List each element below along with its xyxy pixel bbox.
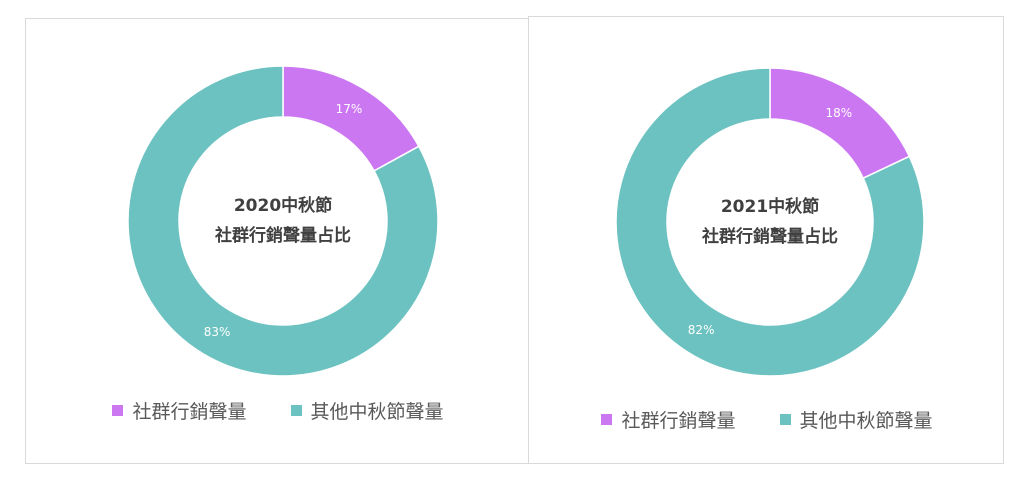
- donut-slice-social: [769, 67, 911, 180]
- chart-center-title: 2021中秋節 社群行銷聲量占比: [532, 192, 1008, 252]
- chart-title-line-1: 2020中秋節: [233, 196, 333, 216]
- donut-slice-other: [615, 67, 925, 377]
- donut-slice-social: [282, 65, 420, 172]
- legend-swatch-social: [601, 414, 613, 425]
- data-label-social: 17%: [336, 102, 363, 116]
- chart-title-line-1: 2021中秋節: [720, 197, 820, 217]
- donut-chart-2020: 17% 83% 2020中秋節 社群行銷聲量占比 社群行銷聲量 其他中秋節聲量: [25, 18, 529, 464]
- donut-svg-2020: 17% 83%: [127, 65, 439, 377]
- legend-item-other: 其他中秋節聲量: [779, 406, 933, 433]
- chart-legend: 社群行銷聲量 其他中秋節聲量: [26, 397, 530, 424]
- legend-label-social: 社群行銷聲量: [621, 410, 736, 432]
- donut-slice-other: [127, 65, 439, 377]
- donut-svg-2021: 18% 82%: [615, 67, 925, 377]
- legend-swatch-social: [112, 405, 124, 416]
- legend-item-social: 社群行銷聲量: [601, 406, 736, 433]
- legend-label-other: 其他中秋節聲量: [799, 410, 933, 432]
- legend-item-social: 社群行銷聲量: [112, 397, 247, 424]
- data-label-other: 83%: [204, 325, 231, 339]
- legend-label-social: 社群行銷聲量: [132, 401, 247, 423]
- chart-title-line-2: 社群行銷聲量占比: [215, 226, 351, 246]
- data-label-social: 18%: [826, 106, 853, 120]
- legend-label-other: 其他中秋節聲量: [310, 401, 444, 423]
- data-label-other: 82%: [688, 323, 715, 337]
- legend-swatch-other: [290, 405, 302, 416]
- legend-swatch-other: [779, 414, 791, 425]
- chart-legend: 社群行銷聲量 其他中秋節聲量: [529, 406, 1005, 433]
- donut-chart-2021: 18% 82% 2021中秋節 社群行銷聲量占比 社群行銷聲量 其他中秋節聲量: [528, 16, 1004, 464]
- chart-title-line-2: 社群行銷聲量占比: [702, 227, 838, 247]
- chart-center-title: 2020中秋節 社群行銷聲量占比: [31, 191, 535, 251]
- legend-item-other: 其他中秋節聲量: [290, 397, 444, 424]
